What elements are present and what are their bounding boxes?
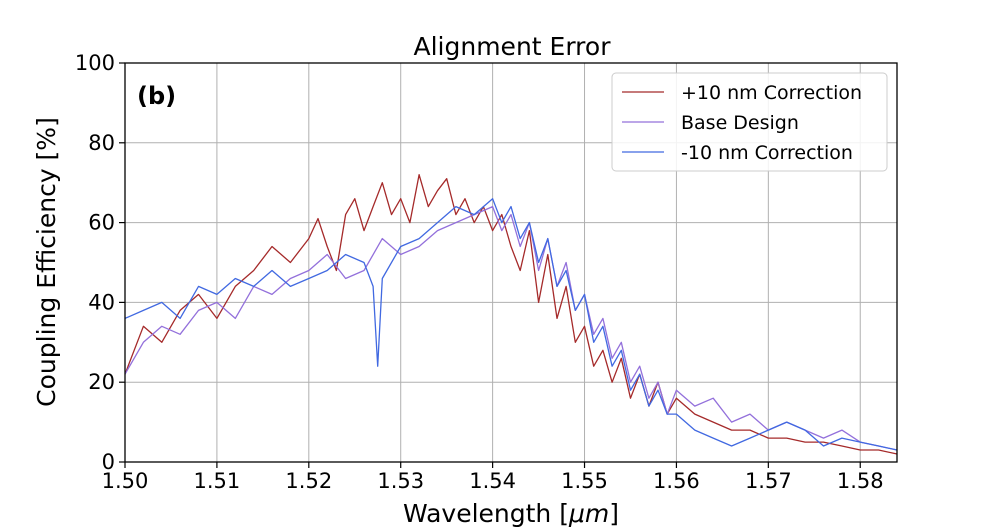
x-tick-label: 1.55 [561, 469, 608, 493]
x-axis-title-text: Wavelength [ [403, 499, 569, 528]
y-axis-title: Coupling Efficiency [%] [32, 117, 61, 407]
series-line-1 [124, 174, 898, 455]
series-lines [124, 174, 898, 455]
plot-frame [124, 62, 898, 463]
x-tick-label: 1.50 [102, 469, 149, 493]
legend-label: -10 nm Correction [681, 142, 853, 164]
panel-label: (b) [137, 82, 176, 110]
x-axis-title-close: ] [609, 499, 619, 528]
legend-label: Base Design [681, 112, 799, 134]
legend-box [611, 72, 888, 172]
legend-items: +10 nm Correction Base Design -10 nm Corre… [622, 82, 862, 164]
y-tick-label: 20 [88, 370, 115, 394]
y-tick-label: 0 [102, 450, 115, 474]
series-line-2 [124, 205, 898, 451]
x-tick-label: 1.51 [194, 469, 241, 493]
series-line-3 [124, 198, 898, 451]
legend: +10 nm Correction Base Design -10 nm Corre… [611, 72, 888, 172]
y-tick-label: 40 [88, 290, 115, 314]
y-axis-ticks: 0 20 40 60 80 100 [75, 51, 125, 474]
legend-label: +10 nm Correction [681, 82, 862, 104]
x-tick-label: 1.57 [745, 469, 792, 493]
x-axis-ticks: 1.50 1.51 1.52 1.53 1.54 1.55 1.56 1.57 1.58 [102, 462, 884, 493]
x-tick-label: 1.52 [285, 469, 332, 493]
x-axis-title-unit: μm [568, 499, 609, 528]
x-tick-label: 1.54 [469, 469, 516, 493]
chart-title: Alignment Error [414, 32, 612, 61]
x-axis-title: Wavelength [μm] [403, 499, 619, 528]
y-tick-label: 100 [75, 51, 115, 75]
x-tick-label: 1.53 [377, 469, 424, 493]
y-tick-label: 60 [88, 211, 115, 235]
y-tick-label: 80 [88, 131, 115, 155]
x-tick-label: 1.58 [837, 469, 884, 493]
x-tick-label: 1.56 [653, 469, 700, 493]
